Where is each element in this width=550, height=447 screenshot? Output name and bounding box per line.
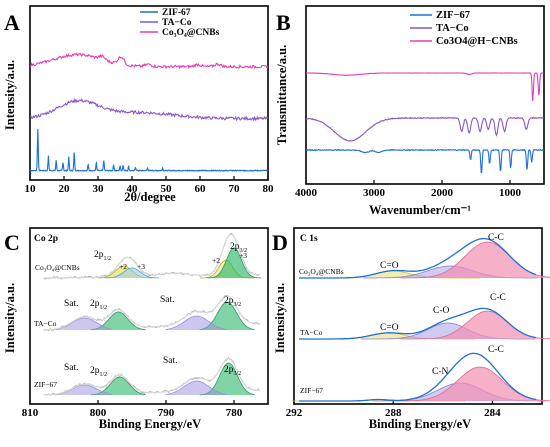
series-line-zif67 <box>29 129 269 172</box>
label-c-n: C-N <box>432 367 449 377</box>
panel-label: B <box>276 10 291 35</box>
series-label-taco: TA−Co <box>34 319 57 328</box>
label-2p12-sub: 1/2 <box>104 256 112 262</box>
ftir-tick-label: 3000 <box>363 187 386 199</box>
legend-entry: ZIF−67 <box>436 10 470 21</box>
co3o4-peak-fill <box>104 267 160 279</box>
ftir-tick-label: 4000 <box>295 187 318 199</box>
legend-entry: TA−Co <box>436 23 469 34</box>
taco-envelope <box>299 307 536 340</box>
taco-peak-fill <box>165 315 228 331</box>
panel-d: D Intensity/a.u. 292 288 284 Binding Energy/e… <box>272 227 550 431</box>
label-sat: Sat. <box>64 299 79 309</box>
co3o4-envelope <box>43 233 260 279</box>
label-2p12: 2p1/2 <box>90 299 107 311</box>
xps-c-tick-label: 288 <box>385 407 402 419</box>
label-plus2: +2 <box>212 256 220 265</box>
xrd-tick-label: 80 <box>263 183 275 195</box>
legend-entry: TA−Co <box>162 18 192 28</box>
zif67-peak-fill <box>393 366 550 402</box>
xps-co-tick-label: 810 <box>22 407 39 419</box>
xrd-tick-label: 40 <box>127 183 139 195</box>
y-axis-label: Intensity/a.u. <box>3 283 17 353</box>
xrd-tick-label: 70 <box>229 183 241 195</box>
series-line-taco <box>29 97 269 122</box>
label-sat: Sat. <box>160 295 175 305</box>
label-c-o: C-O <box>433 306 450 316</box>
x-axis-label: Binding Energy/eV <box>369 417 471 431</box>
xps-co-tick-label: 790 <box>158 407 175 419</box>
plot-frame <box>305 5 545 185</box>
series-line-taco <box>305 116 545 142</box>
y-axis-label: Transmittance/a.u. <box>275 45 289 145</box>
label-c-c: C-C <box>488 345 504 355</box>
xrd-tick-label: 50 <box>161 183 173 195</box>
x-axis-label: Wavenumber/cm⁻¹ <box>369 203 471 217</box>
label-2p32-sub: 3/2 <box>234 371 242 377</box>
series-label-zif67: ZIF−67 <box>300 386 323 395</box>
ftir-tick-label: 2000 <box>431 187 454 199</box>
label-plus3: +3 <box>137 262 145 271</box>
label-plus3: +3 <box>239 251 247 260</box>
panel-title: Co 2p <box>34 234 58 244</box>
panel-c: C Intensity/a.u. 810 800 790 780 Binding Energ… <box>3 227 269 431</box>
taco-peak-fill <box>400 310 550 340</box>
series-label-co3o4: Co₃O₄@CNBs <box>299 267 344 276</box>
series-label-zif67: ZIF−67 <box>34 380 57 389</box>
xps-c-tick-label: 284 <box>484 407 501 419</box>
x-axis-label: 2θ/degree <box>124 190 176 204</box>
y-axis-label: Intensity/a.u. <box>273 283 287 353</box>
xps-c-tick-label: 292 <box>286 407 303 419</box>
series-line-co3o4 <box>29 52 269 70</box>
panel-b: B Transmittance/a.u. 4000 3000 2000 1000 Waven… <box>275 5 545 217</box>
panel-a: A Intensity/a.u. 10 20 30 40 50 60 70 80 2θ/degree… <box>3 5 275 204</box>
label-2p12-sub: 1/2 <box>100 305 108 311</box>
plot-frame <box>29 227 269 405</box>
xrd-tick-label: 30 <box>93 183 105 195</box>
label-sat: Sat. <box>64 363 79 373</box>
label-c-c: C-C <box>488 233 504 243</box>
label-2p32-sub: 3/2 <box>234 302 242 308</box>
xps-co-tick-label: 800 <box>90 407 107 419</box>
xrd-tick-label: 20 <box>59 183 71 195</box>
y-axis-label: Intensity/a.u. <box>3 60 17 130</box>
label-2p32-sub: 3/2 <box>240 248 248 254</box>
panel-label: A <box>4 10 20 35</box>
plot-frame <box>293 227 543 405</box>
taco-envelope <box>43 295 260 331</box>
legend-entry: ZIF-67 <box>162 8 191 18</box>
panel-label: C <box>4 230 20 255</box>
label-2p12-sub: 1/2 <box>100 372 108 378</box>
label-c-c: C-C <box>490 293 506 303</box>
x-axis-label: Binding Energy/eV <box>99 417 201 431</box>
co3o4-peak-fill <box>206 247 262 279</box>
co3o4-envelope <box>299 237 537 279</box>
ftir-tick-label: 1000 <box>499 187 522 199</box>
series-line-zif67 <box>305 148 545 174</box>
co3o4-peak-fill <box>400 241 550 279</box>
series-line-co3o4 <box>305 72 544 101</box>
xrd-tick-label: 60 <box>195 183 207 195</box>
legend-entry: Co₃O₄@CNBs <box>162 28 220 38</box>
label-2p12: 2p1/2 <box>94 250 111 262</box>
plot-frame <box>29 5 269 181</box>
zif67-envelope <box>43 357 260 396</box>
label-sat: Sat. <box>163 356 178 366</box>
xrd-tick-label: 10 <box>25 183 37 195</box>
series-label-taco: TA−Co <box>300 328 323 337</box>
label-c-eq-o: C=O <box>380 323 399 333</box>
zif67-peak-fill <box>165 380 228 396</box>
legend-entry: Co3O4@H−CNBs <box>436 36 518 47</box>
series-label-co3o4: Co₃O₄@CNBs <box>35 263 80 272</box>
label-c-eq-o: C=O <box>380 261 399 271</box>
xps-co-tick-label: 780 <box>226 407 243 419</box>
panel-label: D <box>272 230 288 255</box>
zif67-envelope <box>299 352 536 402</box>
label-plus2: +2 <box>119 262 127 271</box>
panel-title: C 1s <box>300 234 318 244</box>
label-2p12: 2p1/2 <box>90 366 107 378</box>
